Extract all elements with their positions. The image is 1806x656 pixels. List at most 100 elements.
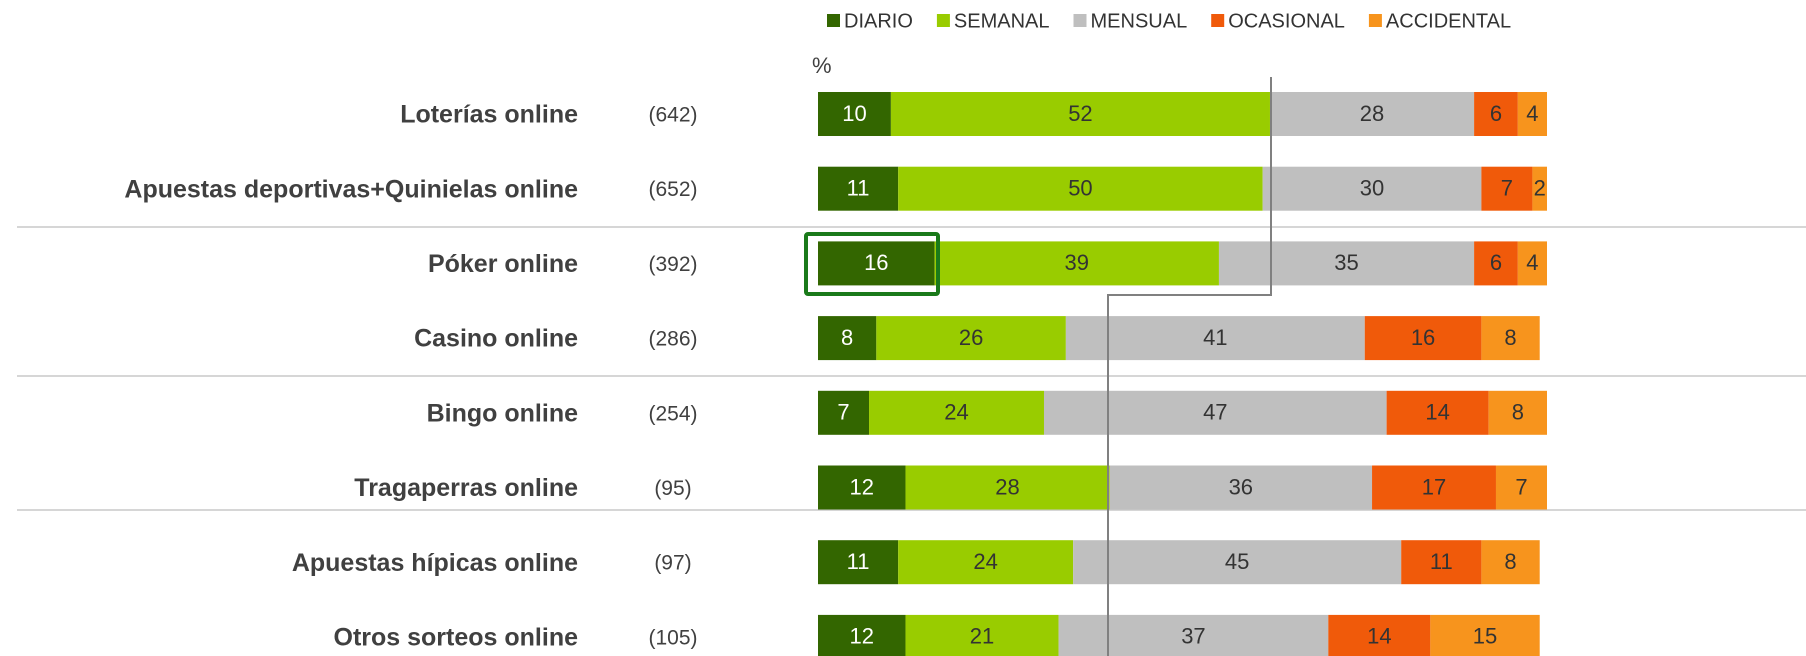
value-label: 15 xyxy=(1473,624,1497,649)
value-label: 7 xyxy=(1515,474,1527,499)
legend-swatch xyxy=(1211,14,1225,27)
bar-segment xyxy=(934,241,1219,286)
value-label: 21 xyxy=(970,624,994,649)
value-label: 11 xyxy=(1430,549,1453,574)
bar-segment xyxy=(1043,390,1387,435)
value-label: 4 xyxy=(1526,101,1538,126)
bar-segment xyxy=(1481,166,1533,211)
sample-size: (392) xyxy=(648,253,697,276)
legend-label: SEMANAL xyxy=(954,10,1050,32)
bar-segment xyxy=(1218,241,1475,286)
bar-segment xyxy=(1328,614,1431,656)
bar-segment xyxy=(1372,465,1496,510)
legend-swatch xyxy=(1368,14,1382,27)
bar-segment xyxy=(818,241,935,286)
sample-size: (254) xyxy=(648,402,697,425)
value-label: 14 xyxy=(1425,400,1449,425)
bar-segment xyxy=(818,465,906,510)
highlight-box xyxy=(804,232,940,296)
value-label: 50 xyxy=(1068,176,1092,201)
bar-segment xyxy=(1109,465,1373,510)
category-label: Casino online xyxy=(414,325,578,353)
legend-label: OCASIONAL xyxy=(1228,10,1345,32)
bar-segment xyxy=(898,166,1263,211)
value-label: 4 xyxy=(1526,250,1538,275)
bar-segment xyxy=(818,614,906,656)
bar-segment xyxy=(1065,316,1365,361)
category-label: Tragaperras online xyxy=(354,474,578,502)
bar-segment xyxy=(898,540,1074,585)
value-label: 37 xyxy=(1181,624,1205,649)
legend-swatch xyxy=(1073,14,1087,27)
sample-size: (97) xyxy=(654,552,691,575)
value-label: 16 xyxy=(1411,325,1435,350)
value-label: 36 xyxy=(1229,474,1253,499)
legend-label: MENSUAL xyxy=(1091,10,1188,32)
axis-label: % xyxy=(812,53,832,78)
reference-line xyxy=(1107,77,1272,656)
bar-segment xyxy=(876,316,1066,361)
legend-label: ACCIDENTAL xyxy=(1386,10,1511,32)
value-label: 16 xyxy=(864,250,888,275)
sample-size: (95) xyxy=(654,477,691,500)
value-label: 8 xyxy=(1504,549,1516,574)
value-label: 2 xyxy=(1534,176,1546,201)
value-label: 45 xyxy=(1225,549,1249,574)
bar-segment xyxy=(1495,465,1547,510)
value-label: 35 xyxy=(1334,250,1358,275)
category-label: Otros sorteos online xyxy=(334,624,579,652)
value-label: 8 xyxy=(1512,400,1524,425)
value-label: 39 xyxy=(1065,250,1089,275)
separators xyxy=(17,226,1806,511)
bar-segment xyxy=(1474,241,1518,286)
value-label: 10 xyxy=(842,101,866,126)
legend-label: DIARIO xyxy=(844,10,913,32)
category-label: Apuestas hípicas online xyxy=(292,549,578,577)
bar-segment xyxy=(1430,614,1540,656)
bar-segment xyxy=(1058,614,1329,656)
category-label: Póker online xyxy=(428,250,578,278)
bar-segment xyxy=(1517,92,1547,136)
category-label: Loterías online xyxy=(400,101,578,129)
bar-segment xyxy=(818,92,891,136)
legend-swatch xyxy=(827,14,840,27)
bar-segment xyxy=(1481,540,1540,585)
bar-segment xyxy=(818,390,870,435)
value-label: 26 xyxy=(959,325,983,350)
value-label: 47 xyxy=(1203,400,1227,425)
value-label: 12 xyxy=(849,474,873,499)
value-label: 17 xyxy=(1422,474,1446,499)
bar-segment xyxy=(905,465,1110,510)
value-label: 28 xyxy=(995,474,1019,499)
bar-segment xyxy=(905,614,1059,656)
value-label: 11 xyxy=(847,549,870,574)
value-label: 24 xyxy=(973,549,997,574)
value-label: 28 xyxy=(1360,101,1384,126)
bar-segment xyxy=(1401,540,1482,585)
category-label: Bingo online xyxy=(427,399,578,427)
value-label: 12 xyxy=(849,624,873,649)
bar-segment xyxy=(818,166,899,211)
bar-segment xyxy=(890,92,1270,136)
value-label: 7 xyxy=(837,400,849,425)
legend-swatch xyxy=(936,14,950,27)
bar-segment xyxy=(1262,166,1482,211)
bar-segment xyxy=(1488,390,1547,435)
bar-segment xyxy=(1481,316,1540,361)
bar-segment xyxy=(1474,92,1518,136)
value-label: 8 xyxy=(1504,325,1516,350)
sample-size: (642) xyxy=(648,104,697,127)
bar-segment xyxy=(818,540,899,585)
sample-size: (652) xyxy=(648,178,697,201)
value-label: 8 xyxy=(841,325,853,350)
bars xyxy=(818,92,1547,656)
category-label: Apuestas deportivas+Quinielas online xyxy=(124,175,578,203)
bar-segment xyxy=(1517,241,1547,286)
value-label: 7 xyxy=(1501,176,1513,201)
value-label: 52 xyxy=(1068,101,1092,126)
value-label: 6 xyxy=(1490,101,1502,126)
bar-segment xyxy=(1532,166,1547,211)
value-label: 11 xyxy=(847,176,870,201)
bar-segment xyxy=(1364,316,1482,361)
